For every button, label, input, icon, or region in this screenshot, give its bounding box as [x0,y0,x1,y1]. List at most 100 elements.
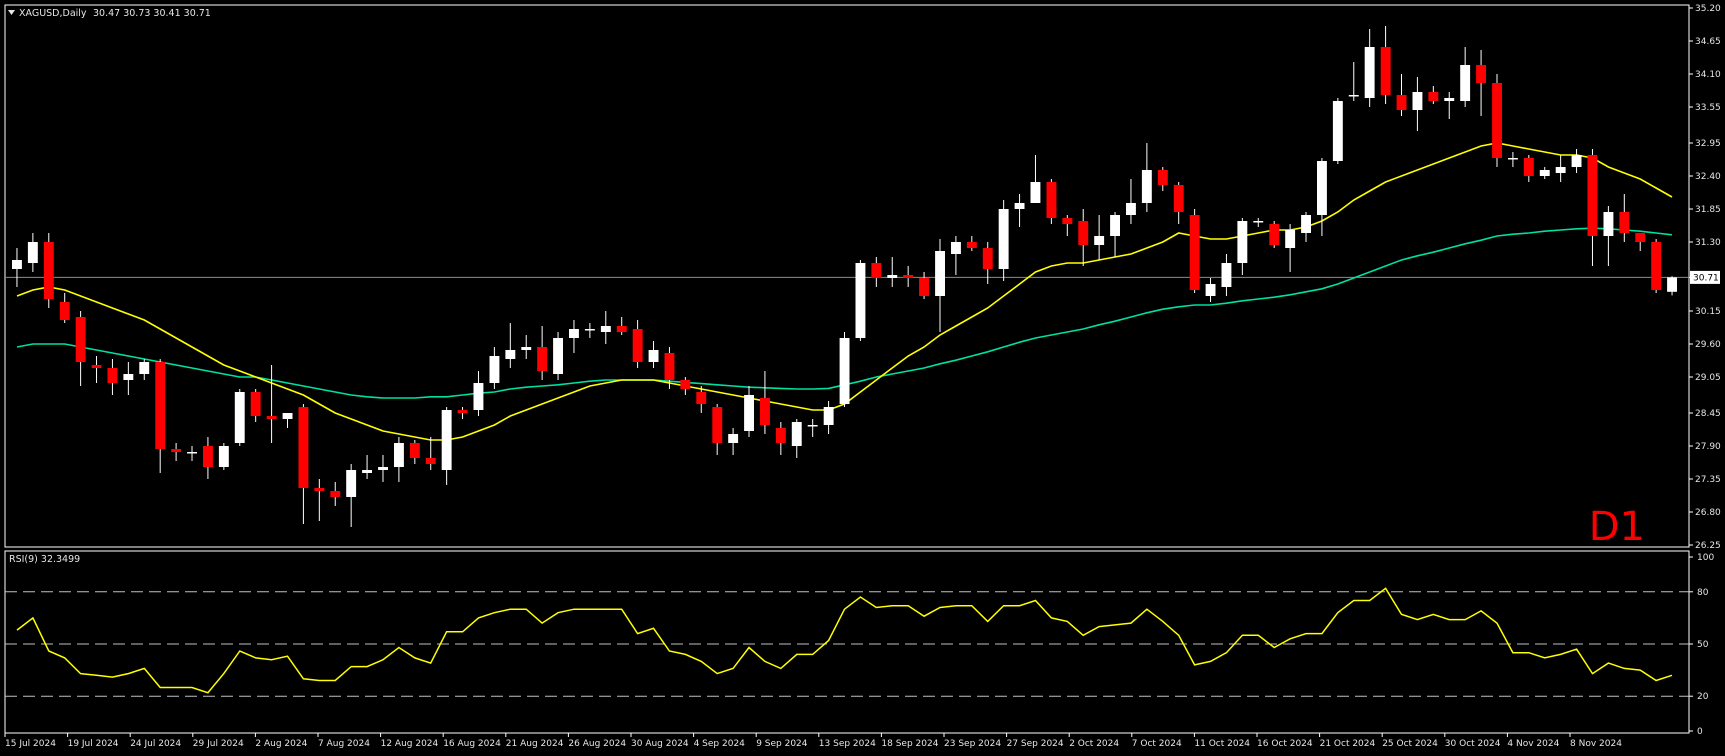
bull-candle [1412,92,1423,110]
bull-candle [951,242,961,254]
rsi-axis: 100 80 50 20 0 [1689,553,1714,737]
symbol-label: XAGUSD,Daily [19,8,87,19]
price-tick-label: 27.90 [1695,442,1721,452]
bear-candle [1492,83,1502,158]
bull-candle [346,470,357,497]
time-tick-label: 18 Sep 2024 [881,739,938,749]
bear-candle [1523,158,1534,176]
rsi-level-lines [5,591,1689,697]
bull-candle [282,413,293,419]
bear-candle [871,263,882,278]
price-axis: 35.20 34.65 34.10 33.55 32.95 32.40 31.85 31.30… [1689,4,1721,551]
rsi-tick-label: 50 [1697,640,1709,650]
collapse-triangle-icon[interactable] [8,10,15,15]
bear-candle [712,407,723,443]
bear-candle [1046,182,1057,218]
time-tick-label: 12 Aug 2024 [381,739,439,749]
bull-candle [1141,170,1152,203]
bear-candle [775,428,786,443]
price-tick-label: 30.15 [1695,307,1721,317]
bull-candle [378,467,388,470]
bear-candle [1062,218,1073,224]
bull-candle [1253,221,1264,223]
time-tick-label: 15 Jul 2024 [5,739,56,749]
bear-candle [1189,215,1200,290]
bull-candle [1444,98,1455,101]
rsi-tick-label: 0 [1697,727,1703,737]
rsi-line-layer [16,587,1673,694]
time-tick-label: 11 Oct 2024 [1194,739,1250,749]
bull-candle [521,347,532,350]
bull-candle [1237,221,1248,263]
bear-candle [266,416,277,419]
bear-candle [616,326,627,332]
bear-candle [1428,92,1439,101]
bear-candle [537,347,548,371]
price-tick-label: 34.10 [1695,70,1721,80]
time-tick-label: 8 Nov 2024 [1570,739,1622,749]
time-tick-label: 26 Aug 2024 [568,739,626,749]
bull-candle [473,383,484,410]
bear-candle [314,488,325,491]
bull-candle [1571,155,1582,167]
bear-candle [1269,224,1280,245]
time-tick-label: 30 Oct 2024 [1445,739,1501,749]
time-tick-label: 21 Aug 2024 [506,739,564,749]
bull-candle [998,209,1009,269]
price-tick-label: 29.05 [1695,373,1721,383]
bull-candle [935,251,945,296]
bear-candle [298,407,309,488]
bull-candle [489,356,500,383]
bear-candle [696,392,707,404]
bull-candle [807,425,818,427]
bull-candle [1205,284,1216,296]
bear-candle [1078,221,1089,245]
rsi-line [16,587,1673,694]
rsi-tick-label: 80 [1697,588,1709,598]
bear-candle [1587,155,1598,236]
time-tick-label: 4 Sep 2024 [694,739,746,749]
bull-candle [1094,236,1105,245]
bear-candle [1619,212,1630,233]
bull-candle [123,374,134,380]
bull-candle [234,392,245,443]
time-tick-label: 24 Jul 2024 [130,739,181,749]
bull-candle [887,275,898,278]
bull-candle [1221,263,1232,287]
bull-candle [505,350,516,359]
bear-candle [1157,170,1168,185]
price-tick-label: 33.55 [1695,103,1721,113]
bull-candle [1030,182,1041,203]
time-tick-label: 30 Aug 2024 [631,739,689,749]
bear-candle [966,242,977,248]
bull-candle [839,338,850,404]
bear-candle [1476,65,1486,83]
bull-candle [1508,158,1518,160]
bear-candle [1380,47,1391,95]
bull-candle [394,443,404,467]
bull-candle [1667,277,1677,292]
time-tick-label: 7 Aug 2024 [318,739,370,749]
bull-candle [648,350,659,362]
bear-candle [330,491,341,497]
bull-candle [791,422,802,446]
bear-candle [203,446,213,467]
bull-candle [1555,167,1566,173]
bear-candle [1651,242,1662,290]
bull-candle [139,362,150,374]
bear-candle [664,353,675,380]
time-tick-label: 29 Jul 2024 [193,739,244,749]
time-tick-label: 16 Oct 2024 [1257,739,1313,749]
bull-candle [362,470,372,473]
timeframe-badge: D1 [1589,504,1645,550]
time-tick-label: 25 Oct 2024 [1382,739,1438,749]
bull-candle [1603,212,1614,236]
bear-candle [632,329,643,362]
bear-candle [919,278,929,296]
bull-candle [1285,230,1296,248]
bull-candle [441,410,452,470]
price-tick-label: 32.40 [1695,172,1721,182]
bear-candle [155,362,166,449]
bull-candle [218,446,229,467]
